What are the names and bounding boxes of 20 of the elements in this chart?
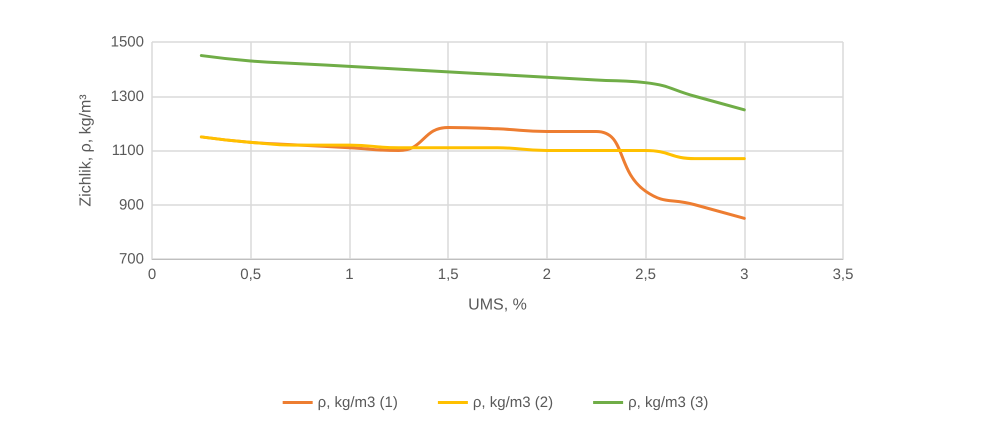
y-tick-label: 1100 [112,142,144,159]
x-tick-label: 2,5 [635,266,656,283]
line-series [200,54,746,112]
y-tick-label: 1300 [110,88,144,105]
x-tick-label: 1 [345,266,354,283]
x-tick-label: 3 [740,266,748,283]
line-series [200,135,746,160]
y-tick-label: 1500 [110,34,144,50]
y-axis-title: Zichlik, ρ, kg/m³ [78,94,94,207]
legend-label: ρ, kg/m3 (1) [318,394,398,411]
legend-label: ρ, kg/m3 (3) [628,394,708,411]
x-tick-label: 0 [148,266,156,283]
x-tick-label: 0,5 [240,266,262,283]
x-tick-label: 3,5 [832,266,854,283]
legend-label: ρ, kg/m3 (2) [472,394,554,411]
x-tick-label: 2 [542,266,552,283]
x-axis-title: UMS, % [468,296,527,314]
y-tick-label: 900 [118,196,144,214]
x-tick-label: 1,5 [438,266,459,283]
y-tick-label: 700 [118,250,144,268]
